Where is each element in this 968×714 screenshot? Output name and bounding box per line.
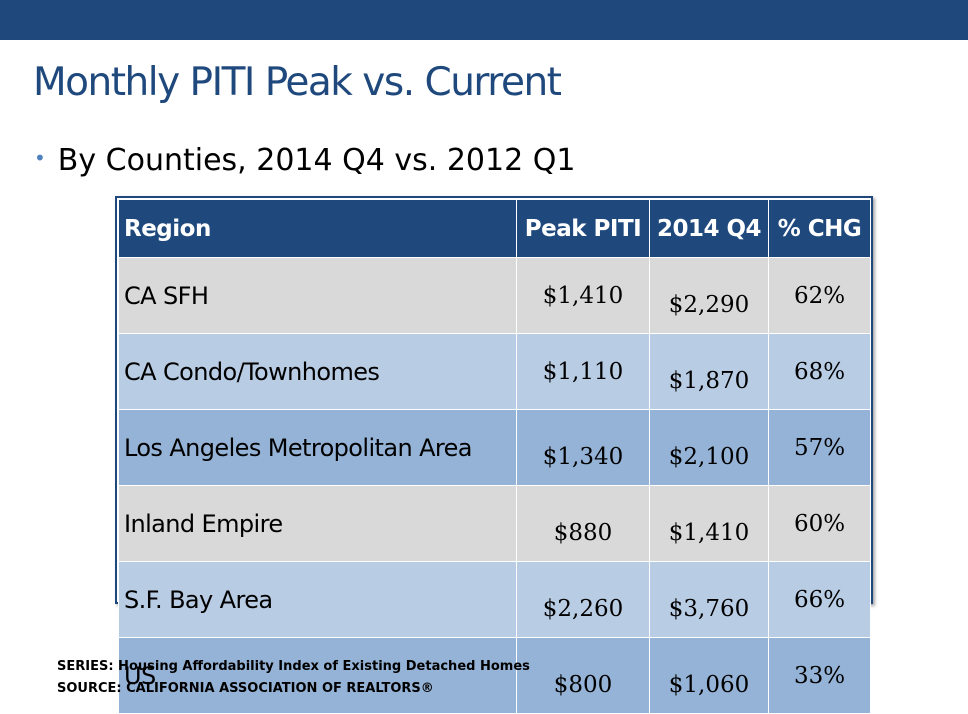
table-row: CA SFH $1,410 $2,290 62% (118, 257, 871, 334)
cell-region: CA SFH (118, 257, 517, 334)
cell-peak-piti: $1,340 (516, 409, 650, 486)
source-note: SOURCE: CALIFORNIA ASSOCIATION OF REALTO… (57, 681, 434, 696)
header-pct-chg: % CHG (768, 199, 871, 258)
cell-region: Inland Empire (118, 485, 517, 562)
cell-region: CA Condo/Townhomes (118, 333, 517, 410)
cell-pct-chg: 68% (768, 333, 871, 410)
table-row: S.F. Bay Area $2,260 $3,760 66% (118, 561, 871, 638)
bullet-text: By Counties, 2014 Q4 vs. 2012 Q1 (57, 143, 576, 178)
cell-region: US (118, 637, 517, 714)
table-row: US $800 $1,060 33% (118, 637, 871, 714)
table-row: Inland Empire $880 $1,410 60% (118, 485, 871, 562)
cell-region: Los Angeles Metropolitan Area (118, 409, 517, 486)
cell-region: S.F. Bay Area (118, 561, 517, 638)
table-row: Los Angeles Metropolitan Area $1,340 $2,… (118, 409, 871, 486)
header-peak-piti: Peak PITI (516, 199, 650, 258)
cell-2014-q4: $1,870 (649, 333, 769, 410)
cell-2014-q4: $2,290 (649, 257, 769, 334)
top-header-band (0, 0, 968, 40)
bullet-dot-icon: • (34, 146, 46, 170)
cell-peak-piti: $880 (516, 485, 650, 562)
header-2014-q4: 2014 Q4 (649, 199, 769, 258)
table-row: CA Condo/Townhomes $1,110 $1,870 68% (118, 333, 871, 410)
piti-table: Region Peak PITI 2014 Q4 % CHG CA SFH $1… (118, 199, 871, 714)
slide-title: Monthly PITI Peak vs. Current (33, 60, 562, 105)
cell-pct-chg: 66% (768, 561, 871, 638)
series-note: SERIES: Housing Affordability Index of E… (57, 659, 530, 674)
cell-pct-chg: 62% (768, 257, 871, 334)
cell-2014-q4: $3,760 (649, 561, 769, 638)
cell-2014-q4: $1,410 (649, 485, 769, 562)
cell-2014-q4: $1,060 (649, 637, 769, 714)
cell-pct-chg: 33% (768, 637, 871, 714)
bullet-item: • By Counties, 2014 Q4 vs. 2012 Q1 (34, 143, 575, 178)
cell-peak-piti: $1,110 (516, 333, 650, 410)
header-region: Region (118, 199, 517, 258)
cell-peak-piti: $2,260 (516, 561, 650, 638)
table-header-row: Region Peak PITI 2014 Q4 % CHG (118, 199, 871, 258)
cell-pct-chg: 60% (768, 485, 871, 562)
cell-peak-piti: $800 (516, 637, 650, 714)
cell-peak-piti: $1,410 (516, 257, 650, 334)
cell-2014-q4: $2,100 (649, 409, 769, 486)
piti-table-container: Region Peak PITI 2014 Q4 % CHG CA SFH $1… (115, 196, 873, 714)
cell-pct-chg: 57% (768, 409, 871, 486)
